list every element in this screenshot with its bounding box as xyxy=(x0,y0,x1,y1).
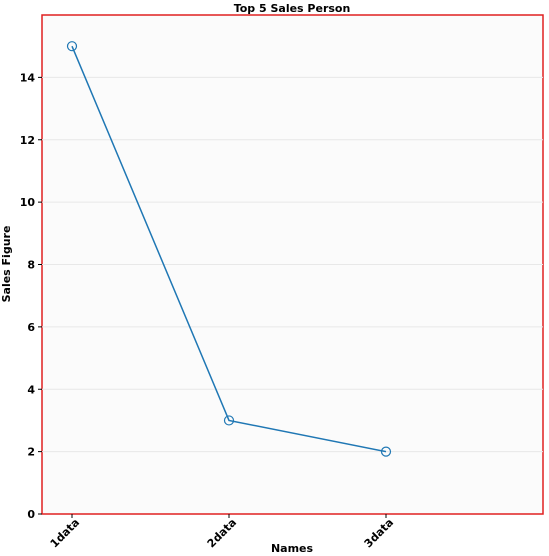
series-layer xyxy=(66,41,392,457)
y-tick-label: 4 xyxy=(27,383,35,396)
y-tick-label: 12 xyxy=(20,134,35,147)
gridlines xyxy=(42,76,543,453)
x-tick-label: 3data xyxy=(362,516,396,550)
y-axis-ticks: 0 2 4 6 8 10 12 14 xyxy=(20,71,42,521)
x-tick-label: 1data xyxy=(48,516,82,550)
data-point xyxy=(380,446,392,457)
x-tick-label: 2data xyxy=(205,516,239,550)
data-point xyxy=(66,41,78,52)
x-axis-ticks: 1data 2data 3data xyxy=(48,514,396,550)
y-tick-label: 10 xyxy=(20,196,36,209)
y-tick-label: 8 xyxy=(27,259,35,272)
y-tick-label: 2 xyxy=(27,446,35,459)
y-axis-label: Sales Figure xyxy=(0,226,13,303)
data-point xyxy=(223,415,235,426)
y-tick-label: 6 xyxy=(27,321,35,334)
y-tick-label: 14 xyxy=(20,71,36,84)
y-tick-label: 0 xyxy=(27,508,35,521)
series-line xyxy=(71,45,387,453)
x-axis-label: Names xyxy=(271,542,314,555)
chart-title: Top 5 Sales Person xyxy=(234,2,351,15)
